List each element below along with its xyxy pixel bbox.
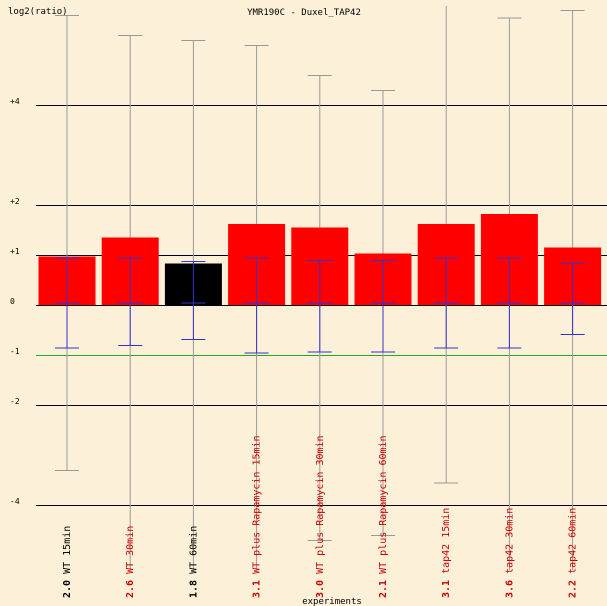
error-bars: [55, 257, 585, 354]
x-tick-name: tap42 60min: [568, 508, 579, 574]
x-tick-count: 3.1: [441, 574, 452, 598]
chart-title: YMR190C - Duxel_TAP42: [247, 8, 361, 18]
x-tick-labels: 2.0 WT 15min 2.6 WT 30min 1.8 WT 60min 3.1 …: [62, 435, 579, 598]
x-tick-name: WT 30min: [125, 526, 136, 574]
x-tick-name: WT plus Rapamycin 30min: [315, 435, 326, 573]
x-tick-name: WT 60min: [188, 526, 199, 574]
y-tick-label: +2: [10, 197, 20, 206]
x-tick-count: 1.8: [188, 574, 199, 598]
y-tick-label: -4: [10, 497, 20, 506]
x-tick-label: 3.6 tap42 30min: [504, 508, 515, 598]
x-tick-label: 3.1 tap42 15min: [441, 508, 452, 598]
x-tick-name: WT plus Rapamycin 60min: [378, 435, 389, 573]
y-tick-label: -1: [10, 347, 20, 356]
x-tick-label: 2.6 WT 30min: [125, 526, 136, 598]
x-tick-count: 2.6: [125, 574, 136, 598]
x-tick-name: WT plus Rapamycin 15min: [252, 435, 263, 573]
y-tick-label: +4: [10, 97, 20, 106]
x-tick-count: 2.0: [62, 574, 73, 598]
x-tick-label: 1.8 WT 60min: [188, 526, 199, 598]
x-tick-label: 2.1 WT plus Rapamycin 60min: [378, 435, 389, 598]
x-tick-count: 3.0: [315, 574, 326, 598]
x-axis-label: experiments: [302, 597, 362, 606]
x-tick-name: tap42 30min: [504, 508, 515, 574]
y-tick-label: 0: [10, 297, 15, 306]
x-tick-name: WT 15min: [62, 526, 73, 574]
x-tick-count: 3.1: [252, 574, 263, 598]
y-axis-label: log2(ratio): [8, 7, 68, 17]
y-tick-label: -2: [10, 397, 20, 406]
y-tick-label: +1: [10, 247, 20, 256]
x-tick-count: 2.2: [568, 574, 579, 598]
x-tick-label: 2.0 WT 15min: [62, 526, 73, 598]
x-tick-label: 3.0 WT plus Rapamycin 30min: [315, 435, 326, 598]
x-tick-label: 2.2 tap42 60min: [568, 508, 579, 598]
x-tick-label: 3.1 WT plus Rapamycin 15min: [252, 435, 263, 598]
x-tick-count: 3.6: [504, 574, 515, 598]
y-tick-labels: +4 +2 +1 0 -1 -2 -4: [10, 97, 20, 506]
x-tick-count: 2.1: [378, 574, 389, 598]
x-tick-name: tap42 15min: [441, 508, 452, 574]
